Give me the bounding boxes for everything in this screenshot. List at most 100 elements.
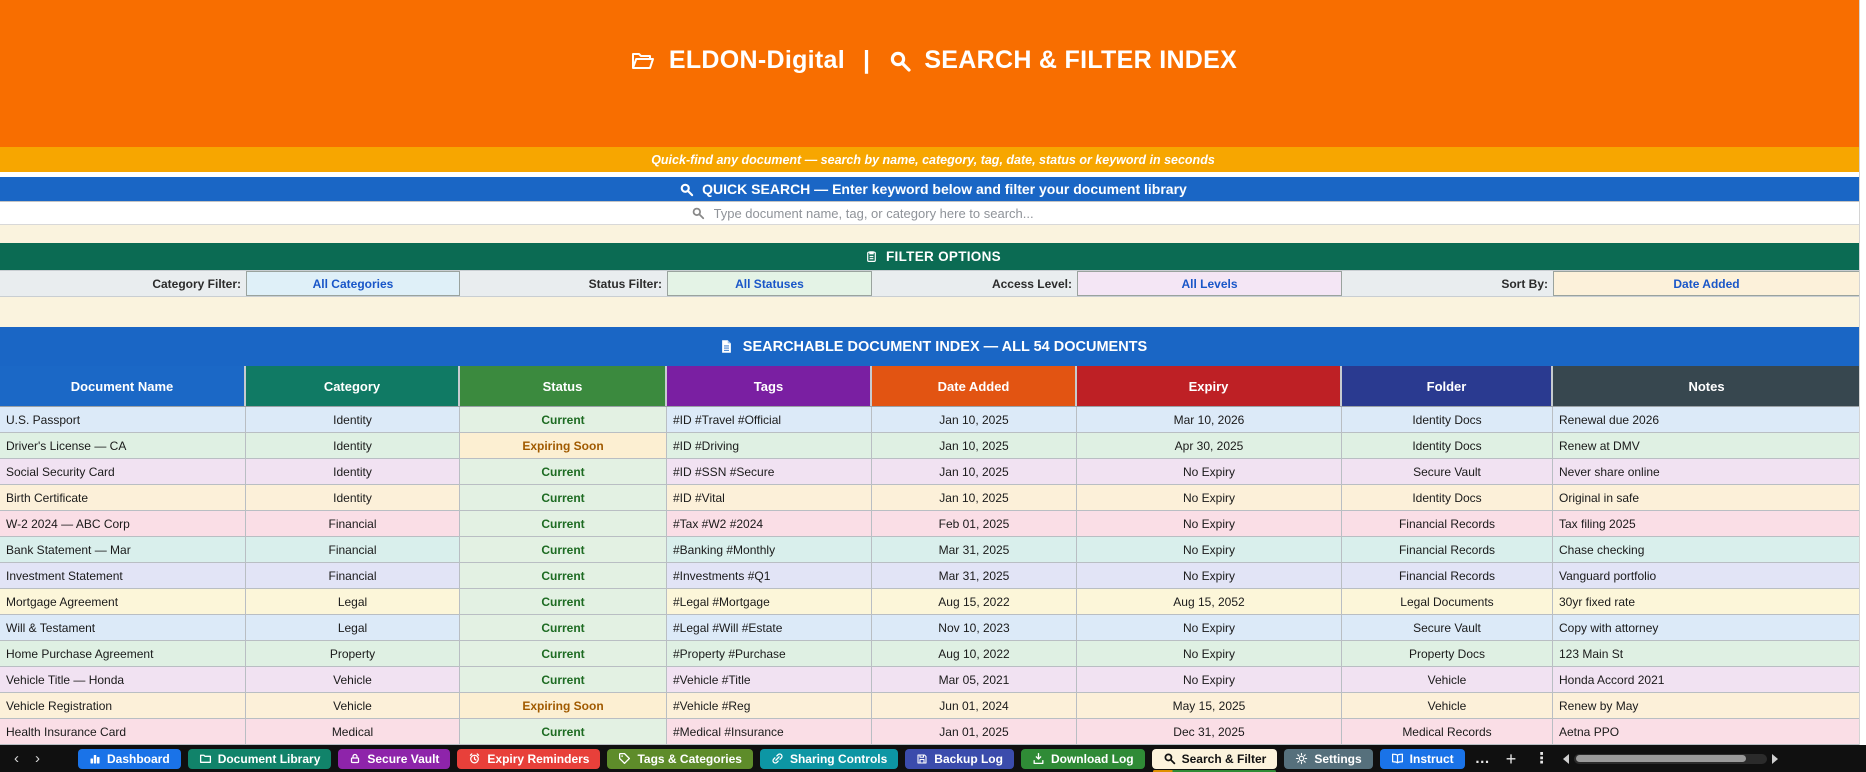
scrollbar-thumb[interactable]	[1576, 755, 1747, 762]
tab-sharing-controls[interactable]: Sharing Controls	[759, 748, 899, 769]
filter-options-banner-text: FILTER OPTIONS	[886, 249, 1001, 264]
cell-tags: #Vehicle #Title	[667, 667, 872, 693]
cell-tags: #ID #SSN #Secure	[667, 459, 872, 485]
status-filter-dropdown[interactable]: All Statuses	[667, 271, 872, 296]
cell-notes: Chase checking	[1553, 537, 1860, 563]
table-row: Health Insurance Card Medical Current #Medi…	[0, 719, 1860, 745]
cell-category: Legal	[246, 615, 460, 641]
scroll-right-arrow[interactable]	[1772, 753, 1779, 764]
tab-secure-vault[interactable]: Secure Vault	[338, 748, 451, 769]
cell-expiry: Aug 15, 2052	[1077, 589, 1342, 615]
access-level-dropdown[interactable]: All Levels	[1077, 271, 1342, 296]
cell-category: Property	[246, 641, 460, 667]
cell-notes: Honda Accord 2021	[1553, 667, 1860, 693]
cell-notes: Renew at DMV	[1553, 433, 1860, 459]
cell-document-name: Home Purchase Agreement	[0, 641, 246, 667]
cell-category: Vehicle	[246, 693, 460, 719]
cell-expiry: May 15, 2025	[1077, 693, 1342, 719]
status-filter-label: Status Filter:	[588, 276, 662, 291]
tab-document-library[interactable]: Document Library	[187, 748, 332, 769]
cell-folder: Secure Vault	[1342, 615, 1553, 641]
tab-expiry-reminders[interactable]: Expiry Reminders	[457, 748, 601, 769]
filter-row: Category Filter: All Categories Status F…	[0, 270, 1860, 297]
cell-folder: Financial Records	[1342, 563, 1553, 589]
cell-document-name: Health Insurance Card	[0, 719, 246, 745]
filter-options-banner: FILTER OPTIONS	[0, 243, 1866, 270]
cell-folder: Medical Records	[1342, 719, 1553, 745]
column-header-notes: Notes	[1553, 366, 1860, 406]
cell-folder: Identity Docs	[1342, 485, 1553, 511]
tab-backup-log[interactable]: Backup Log	[905, 748, 1014, 769]
cell-folder: Vehicle	[1342, 693, 1553, 719]
page-title: ELDON-Digital | SEARCH & FILTER INDEX	[629, 46, 1237, 75]
quick-search-banner: QUICK SEARCH — Enter keyword below and f…	[0, 177, 1866, 201]
cell-date-added: Jan 01, 2025	[872, 719, 1077, 745]
cell-date-added: Jan 10, 2025	[872, 485, 1077, 511]
tab-instructions[interactable]: Instruct	[1379, 748, 1465, 769]
cell-tags: #Banking #Monthly	[667, 537, 872, 563]
table-row: Mortgage Agreement Legal Current #Legal #Mo…	[0, 589, 1860, 615]
cell-folder: Financial Records	[1342, 537, 1553, 563]
tag-icon	[618, 752, 631, 765]
category-filter-label: Category Filter:	[152, 276, 241, 291]
cell-document-name: Mortgage Agreement	[0, 589, 246, 615]
vertical-scrollbar[interactable]	[1859, 0, 1866, 745]
cell-status: Current	[460, 563, 667, 589]
tab-search-filter[interactable]: Search & Filter	[1151, 748, 1278, 772]
table-row: Driver's License — CA Identity Expiring So…	[0, 433, 1860, 459]
cell-document-name: Social Security Card	[0, 459, 246, 485]
cell-expiry: No Expiry	[1077, 641, 1342, 667]
add-sheet-button[interactable]: +	[1505, 748, 1517, 769]
column-header-status: Status	[460, 366, 667, 406]
cell-category: Vehicle	[246, 667, 460, 693]
tab-dashboard[interactable]: Dashboard	[78, 748, 181, 769]
prev-sheet-button[interactable]: ‹	[14, 750, 19, 767]
cell-status: Current	[460, 407, 667, 433]
tab-label: Search & Filter	[1181, 751, 1267, 766]
cell-tags: #ID #Travel #Official	[667, 407, 872, 433]
cell-status: Expiring Soon	[460, 693, 667, 719]
sort-by-dropdown[interactable]: Date Added	[1553, 271, 1860, 296]
horizontal-scrollbar[interactable]	[1563, 753, 1779, 764]
more-sheets-button[interactable]: …	[1474, 750, 1490, 767]
search-input[interactable]	[711, 204, 1176, 222]
tab-settings[interactable]: Settings	[1284, 748, 1373, 769]
tab-download-log[interactable]: Download Log	[1020, 748, 1145, 769]
cell-status: Expiring Soon	[460, 433, 667, 459]
next-sheet-button[interactable]: ›	[35, 750, 40, 767]
cell-notes: Vanguard portfolio	[1553, 563, 1860, 589]
tab-navigation: ‹ ›	[14, 751, 40, 766]
book-icon	[1391, 752, 1404, 765]
scroll-left-arrow[interactable]	[1563, 753, 1570, 764]
cell-document-name: U.S. Passport	[0, 407, 246, 433]
cell-document-name: W-2 2024 — ABC Corp	[0, 511, 246, 537]
spacer-strip	[0, 297, 1866, 327]
cell-date-added: Jan 10, 2025	[872, 407, 1077, 433]
sheet-tabs: Dashboard Document Library Secure Vault …	[78, 748, 1465, 772]
cell-category: Financial	[246, 563, 460, 589]
cell-folder: Identity Docs	[1342, 407, 1553, 433]
link-icon	[771, 752, 784, 765]
scrollbar-track[interactable]	[1574, 753, 1768, 764]
cell-notes: 30yr fixed rate	[1553, 589, 1860, 615]
table-row: Will & Testament Legal Current #Legal #Will…	[0, 615, 1860, 641]
cell-notes: Copy with attorney	[1553, 615, 1860, 641]
tab-label: Expiry Reminders	[487, 751, 590, 766]
cell-category: Identity	[246, 407, 460, 433]
brand-name: ELDON-Digital	[668, 46, 846, 74]
cell-category: Identity	[246, 433, 460, 459]
category-filter-dropdown[interactable]: All Categories	[246, 271, 460, 296]
download-icon	[1032, 752, 1045, 765]
sheet-menu-button[interactable]: ⋮	[1534, 750, 1550, 767]
tab-tags-categories[interactable]: Tags & Categories	[607, 748, 753, 769]
cell-notes: Renew by May	[1553, 693, 1860, 719]
cell-date-added: Aug 10, 2022	[872, 641, 1077, 667]
table-row: Vehicle Title — Honda Vehicle Current #Vehi…	[0, 667, 1860, 693]
search-icon	[1163, 752, 1176, 765]
search-icon	[888, 49, 912, 73]
search-bar	[0, 201, 1866, 225]
cell-document-name: Bank Statement — Mar	[0, 537, 246, 563]
cell-notes: Tax filing 2025	[1553, 511, 1860, 537]
table-row: U.S. Passport Identity Current #ID #Travel …	[0, 407, 1860, 433]
cell-expiry: No Expiry	[1077, 615, 1342, 641]
